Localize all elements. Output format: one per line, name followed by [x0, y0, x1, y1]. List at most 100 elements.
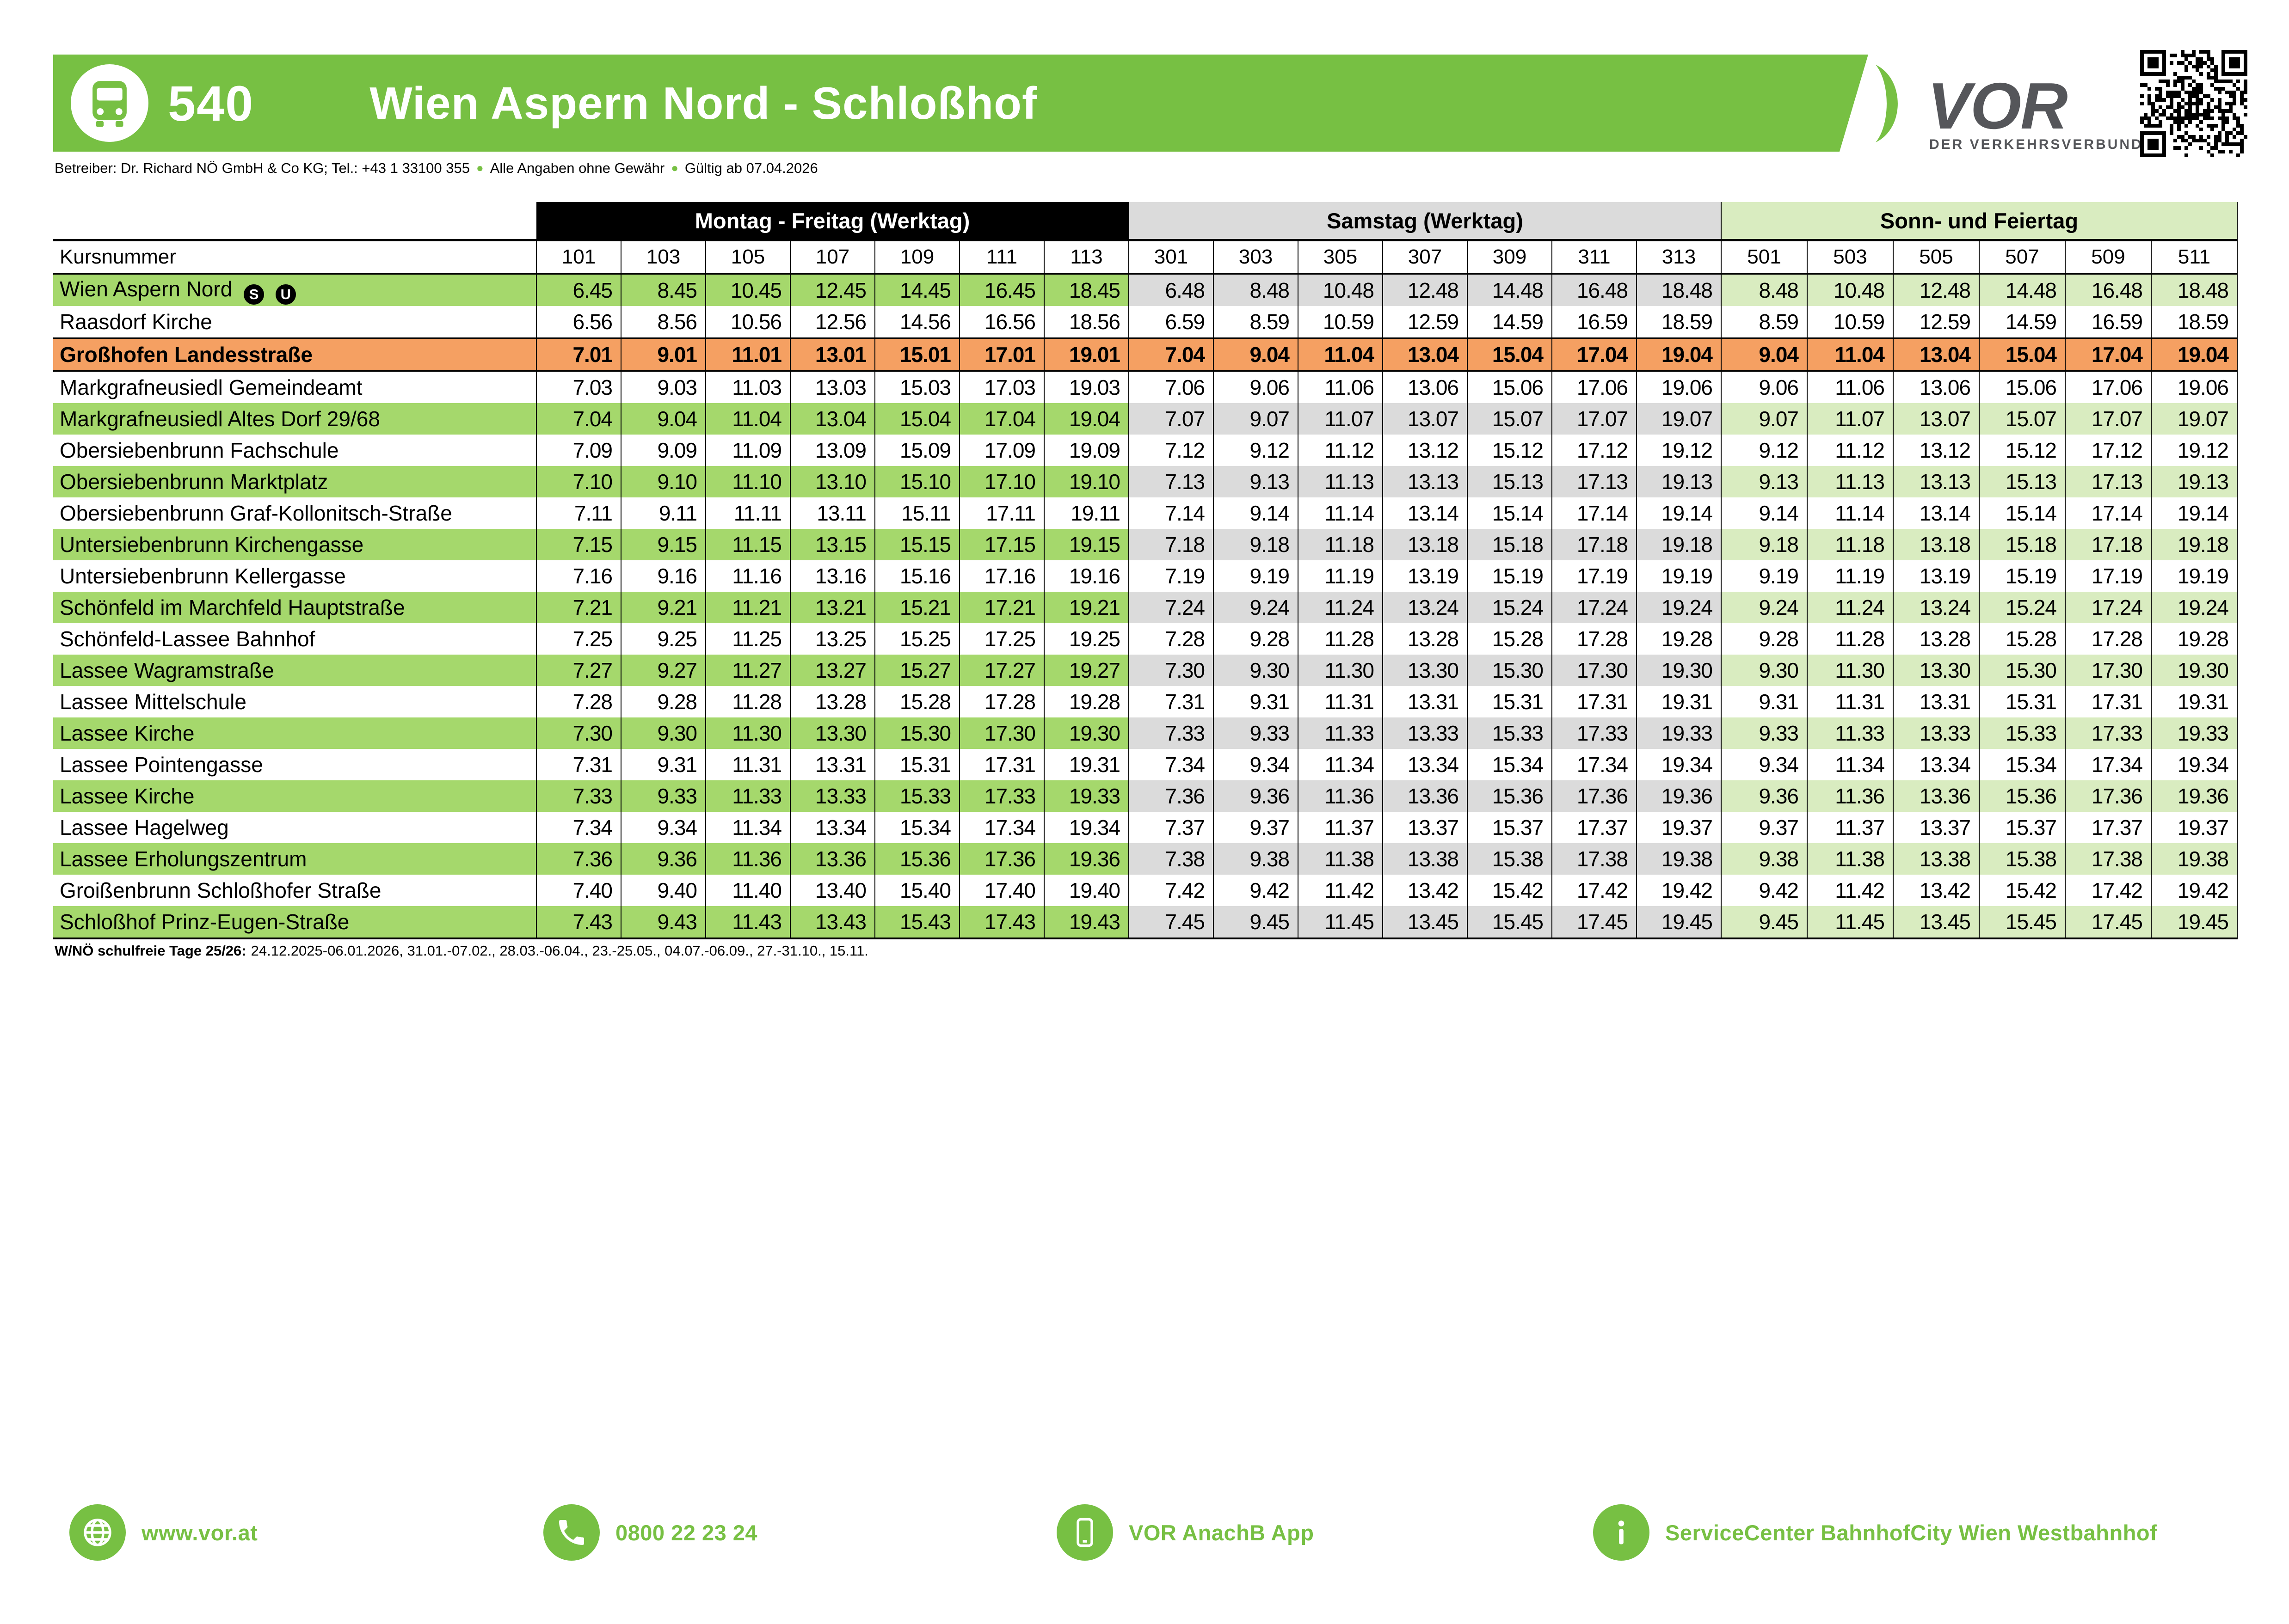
- departure-time-cell: 17.25: [960, 623, 1045, 655]
- station-name: Schönfeld im Marchfeld Hauptstraße: [60, 595, 405, 619]
- departure-time-cell: 9.24: [1213, 592, 1298, 623]
- departure-time-cell: 17.36: [960, 843, 1045, 875]
- stop-row: Markgrafneusiedl Altes Dorf 29/68 7.04 9.0…: [53, 403, 2238, 435]
- departure-time-cell: 7.01: [536, 337, 621, 372]
- stop-row: Raasdorf Kirche 6.56 8.56 10.56 12.56 14.56 16…: [53, 306, 2238, 338]
- station-name: Markgrafneusiedl Gemeindeamt: [60, 375, 363, 399]
- departure-time-cell: 13.18: [1893, 529, 1980, 560]
- station-name: Raasdorf Kirche: [60, 310, 212, 334]
- departure-time-cell: 19.31: [1044, 749, 1129, 780]
- footer-phone: 0800 22 23 24: [543, 1503, 757, 1562]
- departure-time-cell: 15.45: [1979, 906, 2066, 939]
- footer-app-label: VOR AnachB App: [1129, 1520, 1314, 1545]
- departure-time-cell: 15.16: [875, 560, 960, 592]
- departure-time-cell: 11.06: [1807, 371, 1894, 403]
- departure-time-cell: 19.42: [2151, 875, 2238, 906]
- departure-time-cell: 17.07: [1552, 403, 1637, 435]
- departure-time-cell: 7.04: [536, 403, 621, 435]
- departure-time-cell: 13.19: [1383, 560, 1468, 592]
- departure-time-cell: 11.36: [1298, 780, 1383, 812]
- departure-time-cell: 15.24: [1979, 592, 2066, 623]
- station-name-cell: Lassee Kirche: [53, 717, 537, 749]
- departure-time-cell: 15.43: [875, 906, 960, 939]
- departure-time-cell: 9.36: [1213, 780, 1298, 812]
- departure-time-cell: 11.04: [1298, 337, 1383, 372]
- phone-icon: [543, 1504, 600, 1561]
- departure-time-cell: 13.11: [790, 497, 875, 529]
- station-name-cell: Obersiebenbrunn Fachschule: [53, 435, 537, 466]
- departure-time-cell: 15.28: [1467, 623, 1552, 655]
- departure-time-cell: 19.01: [1044, 337, 1129, 372]
- departure-time-cell: 7.30: [536, 717, 621, 749]
- departure-time-cell: 11.34: [706, 812, 791, 843]
- timetable: Montag - Freitag (Werktag) Samstag (Werkt…: [53, 202, 2238, 939]
- departure-time-cell: 8.59: [1213, 306, 1298, 338]
- departure-time-cell: 9.43: [621, 906, 706, 939]
- station-name-cell: Obersiebenbrunn Marktplatz: [53, 466, 537, 497]
- departure-time-cell: 9.34: [621, 812, 706, 843]
- departure-time-cell: 11.18: [1807, 529, 1894, 560]
- departure-time-cell: 11.04: [706, 403, 791, 435]
- departure-time-cell: 11.24: [1807, 592, 1894, 623]
- departure-time-cell: 19.13: [2151, 466, 2238, 497]
- stop-row: Schloßhof Prinz-Eugen-Straße 7.43 9.43 11.4…: [53, 906, 2238, 939]
- departure-time-cell: 9.04: [621, 403, 706, 435]
- departure-time-cell: 11.37: [1298, 812, 1383, 843]
- line-number: 540: [168, 75, 254, 131]
- vor-logo: VOR: [1927, 69, 2068, 143]
- smartphone-icon: [1057, 1504, 1113, 1561]
- departure-time-cell: 7.40: [536, 875, 621, 906]
- departure-time-cell: 15.07: [1979, 403, 2066, 435]
- departure-time-cell: 15.13: [1467, 466, 1552, 497]
- stop-row: Schönfeld-Lassee Bahnhof 7.25 9.25 11.25 13.…: [53, 623, 2238, 655]
- departure-time-cell: 13.13: [1383, 466, 1468, 497]
- departure-time-cell: 7.03: [536, 371, 621, 403]
- departure-time-cell: 13.28: [1893, 623, 1980, 655]
- departure-time-cell: 17.13: [2065, 466, 2152, 497]
- departure-time-cell: 17.24: [1552, 592, 1637, 623]
- stop-row: Lassee Wagramstraße 7.27 9.27 11.27 13.27 15.…: [53, 655, 2238, 686]
- departure-time-cell: 15.13: [1979, 466, 2066, 497]
- departure-time-cell: 13.19: [1893, 560, 1980, 592]
- departure-time-cell: 19.25: [1044, 623, 1129, 655]
- departure-time-cell: 14.59: [1979, 306, 2066, 338]
- departure-time-cell: 15.31: [1467, 686, 1552, 717]
- departure-time-cell: 19.30: [2151, 655, 2238, 686]
- departure-time-cell: 6.48: [1129, 274, 1214, 306]
- departure-time-cell: 17.30: [1552, 655, 1637, 686]
- departure-time-cell: 7.24: [1129, 592, 1214, 623]
- departure-time-cell: 15.37: [1979, 812, 2066, 843]
- departure-time-cell: 7.09: [536, 435, 621, 466]
- departure-time-cell: 19.34: [1044, 812, 1129, 843]
- departure-time-cell: 15.38: [1979, 843, 2066, 875]
- departure-time-cell: 19.33: [1637, 717, 1722, 749]
- departure-time-cell: 11.45: [1298, 906, 1383, 939]
- departure-time-cell: 17.31: [1552, 686, 1637, 717]
- departure-time-cell: 11.19: [1807, 560, 1894, 592]
- departure-time-cell: 19.18: [2151, 529, 2238, 560]
- departure-time-cell: 19.04: [1044, 403, 1129, 435]
- departure-time-cell: 17.16: [960, 560, 1045, 592]
- departure-time-cell: 11.31: [1807, 686, 1894, 717]
- departure-time-cell: 7.45: [1129, 906, 1214, 939]
- stop-row: Obersiebenbrunn Marktplatz 7.10 9.10 11.10 1…: [53, 466, 2238, 497]
- station-name: Groißenbrunn Schloßhofer Straße: [60, 878, 382, 902]
- departure-time-cell: 9.14: [1721, 497, 1808, 529]
- departure-time-cell: 19.11: [1044, 497, 1129, 529]
- departure-time-cell: 13.36: [1893, 780, 1980, 812]
- departure-time-cell: 15.06: [1467, 371, 1552, 403]
- station-name-cell: Lassee Wagramstraße: [53, 655, 537, 686]
- departure-time-cell: 19.43: [1044, 906, 1129, 939]
- departure-time-cell: 7.30: [1129, 655, 1214, 686]
- departure-time-cell: 11.43: [706, 906, 791, 939]
- departure-time-cell: 11.42: [1807, 875, 1894, 906]
- departure-time-cell: 15.21: [875, 592, 960, 623]
- departure-time-cell: 16.59: [2065, 306, 2152, 338]
- stop-row: Lassee Mittelschule 7.28 9.28 11.28 13.28 15.…: [53, 686, 2238, 717]
- course-number: 313: [1637, 240, 1722, 275]
- departure-time-cell: 17.11: [960, 497, 1045, 529]
- departure-time-cell: 9.33: [1213, 717, 1298, 749]
- departure-time-cell: 17.04: [960, 403, 1045, 435]
- departure-time-cell: 17.37: [1552, 812, 1637, 843]
- course-number: 301: [1129, 240, 1214, 275]
